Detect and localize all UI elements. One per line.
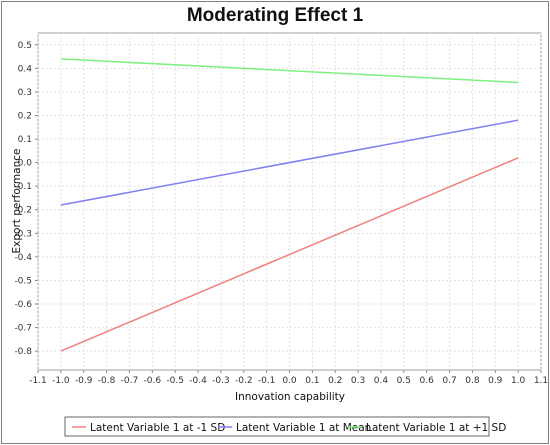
x-tick-label: -0.1	[258, 376, 276, 386]
x-tick-label: -0.9	[75, 376, 93, 386]
x-tick-label: 0.2	[328, 376, 342, 386]
x-tick-label: 0.9	[488, 376, 503, 386]
x-tick-label: 0.6	[420, 376, 435, 386]
x-tick-label: 0.8	[465, 376, 480, 386]
y-tick-label: -0.1	[14, 182, 32, 192]
x-tick-label: 0.4	[374, 376, 389, 386]
x-axis-ticks: -1.1 -1.0 -0.9 -0.8 -0.7 -0.6 -0.5 -0.4 -0.3 -0.2…	[29, 370, 548, 386]
y-tick-label: -0.2	[14, 206, 32, 216]
legend-label-2: Latent Variable 1 at Mean	[236, 422, 371, 434]
x-tick-label: 0.1	[305, 376, 319, 386]
x-tick-label: 0.7	[442, 376, 456, 386]
legend-label-3: Latent Variable 1 at +1 SD	[366, 422, 506, 434]
y-axis-ticks: 0.5 0.4 0.3 0.2 0.1 0.0 -0.1 -0.2 -0.3 -0.4 -0.5 -0…	[14, 41, 38, 357]
x-tick-label: -1.0	[52, 376, 70, 386]
y-tick-label: -0.6	[14, 300, 32, 310]
y-tick-label: 0.1	[18, 135, 32, 145]
legend-label-1: Latent Variable 1 at -1 SD	[90, 422, 225, 434]
y-tick-label: -0.7	[14, 324, 32, 334]
legend: Latent Variable 1 at -1 SD Latent Variabl…	[72, 422, 506, 434]
y-tick-label: 0.5	[18, 41, 32, 51]
x-tick-label: -0.6	[144, 376, 162, 386]
y-tick-label: -0.3	[14, 229, 32, 239]
x-tick-label: -1.1	[29, 376, 47, 386]
x-tick-label: 1.1	[534, 376, 548, 386]
x-tick-label: -0.4	[189, 376, 207, 386]
legend-box	[64, 416, 490, 437]
series-line-3	[60, 58, 519, 84]
x-tick-label: 0.3	[351, 376, 365, 386]
y-axis-label: Export performance	[11, 149, 23, 254]
y-tick-label: 0.2	[18, 111, 32, 121]
x-tick-label: -0.5	[166, 376, 184, 386]
y-tick-label: 0.0	[18, 159, 33, 169]
x-tick-label: -0.2	[235, 376, 253, 386]
x-tick-label: 0.0	[282, 376, 297, 386]
x-tick-label: -0.7	[121, 376, 139, 386]
chart-title: Moderating Effect 1	[186, 5, 364, 26]
grid-lines	[37, 33, 542, 370]
series-line-1	[60, 157, 519, 352]
y-tick-label: -0.8	[14, 347, 32, 357]
x-tick-label: -0.8	[98, 376, 116, 386]
x-tick-label: -0.3	[212, 376, 230, 386]
y-tick-label: -0.4	[14, 253, 32, 263]
y-tick-label: 0.3	[18, 88, 32, 98]
x-axis-label: Innovation capability	[235, 391, 345, 403]
y-tick-label: -0.5	[14, 276, 32, 286]
y-tick-label: 0.4	[18, 64, 33, 74]
x-tick-label: 1.0	[511, 376, 526, 386]
x-tick-label: 0.5	[397, 376, 411, 386]
series-lines	[60, 58, 519, 352]
series-line-2	[60, 119, 519, 206]
